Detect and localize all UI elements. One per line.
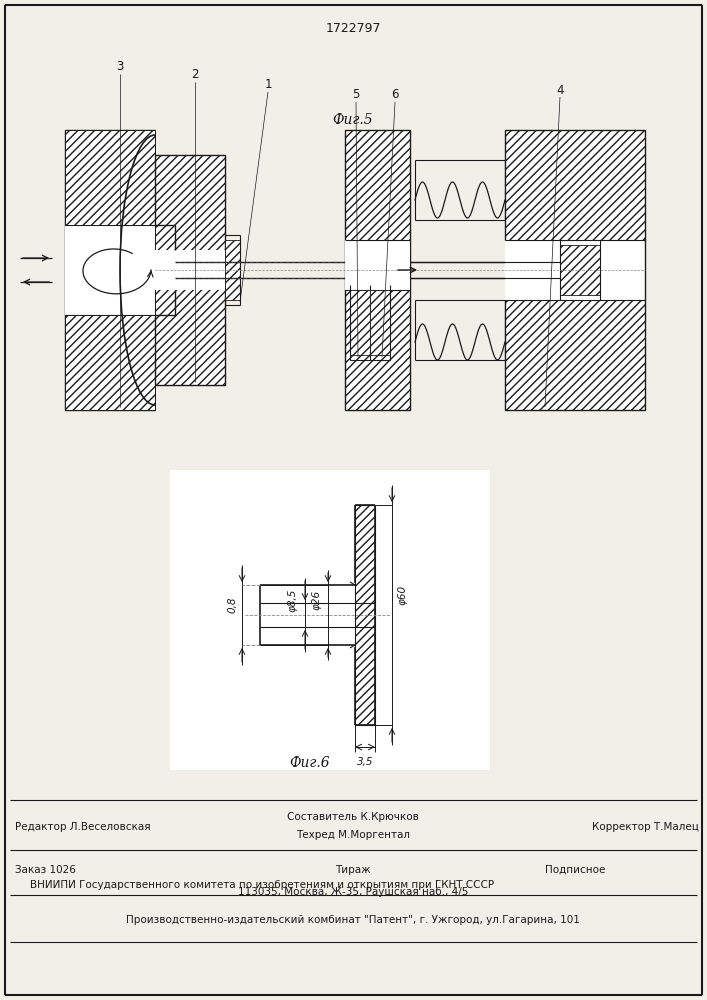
Text: Тираж: Тираж [335,865,370,875]
Text: Заказ 1026: Заказ 1026 [15,865,76,875]
Text: 3: 3 [117,60,124,74]
Text: Редактор Л.Веселовская: Редактор Л.Веселовская [15,822,151,832]
Bar [345,130,410,270]
Text: 6: 6 [391,89,399,102]
Bar [370,290,390,355]
Text: 4: 4 [556,84,563,97]
Text: Производственно-издательский комбинат "Патент", г. Ужгород, ул.Гагарина, 101: Производственно-издательский комбинат "П… [126,915,580,925]
Bar [345,270,410,410]
Bar [65,315,155,410]
Bar [65,130,155,225]
Text: φ26: φ26 [311,590,321,610]
Text: Корректор Т.Малец: Корректор Т.Малец [592,822,699,832]
Text: φ60: φ60 [397,585,407,605]
Bar [65,225,155,315]
Text: 2: 2 [192,68,199,82]
Bar [170,470,490,770]
Text: 113035, Москва, Ж-35, Раушская наб., 4/5: 113035, Москва, Ж-35, Раушская наб., 4/5 [238,887,468,897]
Text: Фиг.5: Фиг.5 [333,113,373,127]
Bar [225,240,240,300]
Text: Подписное: Подписное [545,865,605,875]
Text: Фиг.6: Фиг.6 [290,756,330,770]
Bar [155,155,225,270]
Bar [350,290,370,355]
Bar [505,130,645,270]
Bar [155,270,225,385]
Bar [505,270,645,410]
Bar [355,505,375,725]
Text: ВНИИПИ Государственного комитета по изобретениям и открытиям при ГКНТ СССР: ВНИИПИ Государственного комитета по изоб… [30,880,494,890]
Text: 5: 5 [352,89,360,102]
Bar [505,240,645,300]
Text: 3,5: 3,5 [357,757,373,767]
Text: Составитель К.Крючков: Составитель К.Крючков [287,812,419,822]
Bar [560,245,600,295]
Bar [345,240,410,290]
Text: φ8,5: φ8,5 [288,588,298,612]
Text: 1: 1 [264,79,271,92]
Text: Техред М.Моргентал: Техред М.Моргентал [296,830,410,840]
Bar [155,250,225,290]
Text: 0,8: 0,8 [227,597,237,613]
Bar [65,130,155,410]
Text: 1722797: 1722797 [325,21,381,34]
